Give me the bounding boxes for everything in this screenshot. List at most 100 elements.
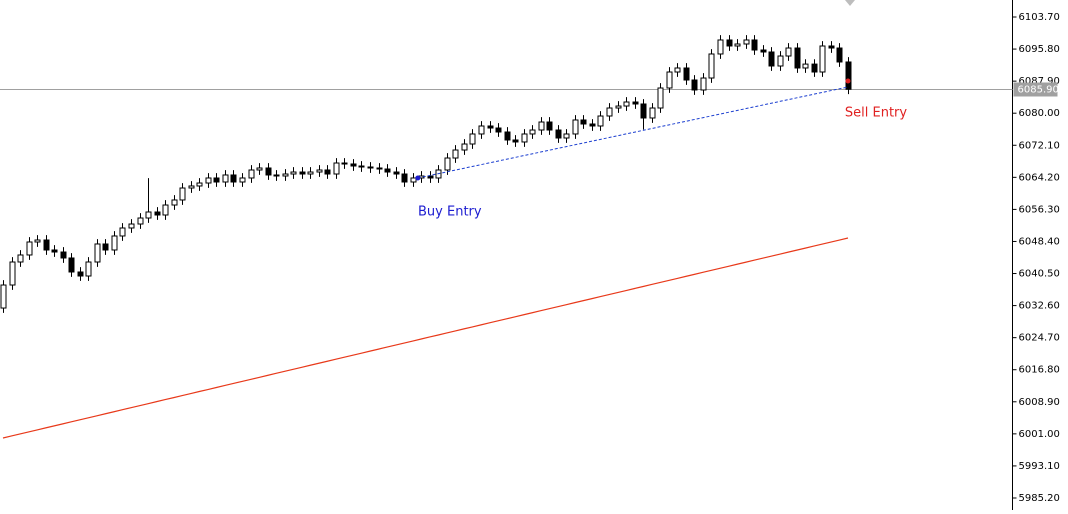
candle-body [307, 171, 314, 175]
candle-body [128, 223, 135, 229]
y-tick-label: 6024.70 [1019, 333, 1060, 344]
candle-body [358, 165, 365, 168]
candle-body [43, 239, 50, 251]
candle-body [290, 171, 297, 175]
candle-body [785, 47, 792, 57]
candle-body [299, 171, 306, 175]
y-tick-label: 5993.10 [1019, 461, 1060, 472]
candle-body [384, 168, 391, 173]
y-tick-label: 6080.00 [1019, 108, 1060, 119]
candle-body [9, 261, 16, 286]
candle-body [171, 199, 178, 206]
candle-body [367, 166, 374, 169]
candle-body [333, 162, 340, 175]
candle-body [615, 105, 622, 109]
candle-body [461, 143, 468, 151]
candle-body [794, 47, 801, 69]
current-price-box [1013, 82, 1058, 97]
candle-body [324, 169, 331, 175]
candle-body [94, 243, 101, 263]
candle-body [760, 49, 767, 53]
candle-body [256, 167, 263, 171]
candle-body [487, 125, 494, 129]
candle-body [230, 174, 237, 183]
candle-body [828, 45, 835, 49]
candle-body [0, 284, 7, 309]
candle-body [768, 51, 775, 67]
candle-body [213, 177, 220, 183]
candle-body [546, 121, 553, 131]
candle-body [632, 101, 639, 105]
candle-body [376, 167, 383, 170]
candle-body [444, 157, 451, 171]
y-tick-label: 6064.20 [1019, 172, 1060, 183]
candle-body [674, 67, 681, 73]
candle-body [811, 63, 818, 73]
candle-body [555, 129, 562, 139]
candle-body [427, 175, 434, 179]
candle-body [623, 101, 630, 107]
candle-body [512, 139, 519, 143]
candle-body [393, 171, 400, 175]
candle-body [179, 187, 186, 201]
candle-body [239, 177, 246, 183]
candle-body [154, 211, 161, 216]
candle-body [580, 119, 587, 125]
y-tick-label: 6040.50 [1019, 269, 1060, 280]
trend-line [417, 86, 849, 179]
candle-body [145, 211, 152, 219]
candle-body [102, 243, 109, 251]
candle-body [68, 257, 75, 273]
candle-body [341, 162, 348, 165]
candle-body [717, 39, 724, 55]
entry-label: Sell Entry [845, 105, 908, 120]
candle-body [700, 77, 707, 91]
candle-body [196, 182, 203, 187]
candle-body [222, 174, 229, 183]
candle-body [205, 177, 212, 184]
candle-body [162, 204, 169, 216]
candle-body [819, 45, 826, 73]
candle-body [248, 169, 255, 179]
candle-body [597, 115, 604, 127]
y-tick-label: 6095.80 [1019, 44, 1060, 55]
candle-body [495, 127, 502, 133]
candle-body [845, 61, 852, 90]
candle-body [691, 79, 698, 91]
candle-body [77, 271, 84, 277]
candle-body [649, 107, 656, 119]
y-tick-label: 6032.60 [1019, 301, 1060, 312]
entry-marker [845, 78, 851, 84]
y-tick-label: 6008.90 [1019, 397, 1060, 408]
candle-body [273, 174, 280, 177]
y-tick-label: 6001.00 [1019, 429, 1060, 440]
candle-body [452, 149, 459, 159]
y-tick-label: 6016.80 [1019, 365, 1060, 376]
candle-body [60, 251, 67, 259]
y-tick-label: 6103.70 [1019, 12, 1060, 23]
candle-body [26, 241, 33, 256]
candle-body [734, 43, 741, 47]
candle-body [265, 167, 272, 176]
moving-average-line [2, 237, 849, 439]
candle-body [640, 103, 647, 119]
y-tick-label: 6087.90 [1019, 76, 1060, 87]
candle-body [726, 39, 733, 47]
candle-body [282, 173, 289, 177]
candle-body [666, 71, 673, 89]
candle-body [777, 55, 784, 67]
y-tick-label: 6048.40 [1019, 236, 1060, 247]
entry-marker [415, 175, 421, 181]
y-tick-label: 6056.30 [1019, 204, 1060, 215]
candle-body [111, 235, 118, 251]
current-price-label: 6085.90 [1018, 85, 1059, 96]
candle-body [563, 133, 570, 139]
candle-body [683, 67, 690, 81]
candle-body [538, 121, 545, 131]
candle-body [836, 47, 843, 63]
candle-body [350, 163, 357, 167]
candle-body [51, 249, 58, 253]
candle-body [410, 177, 417, 183]
